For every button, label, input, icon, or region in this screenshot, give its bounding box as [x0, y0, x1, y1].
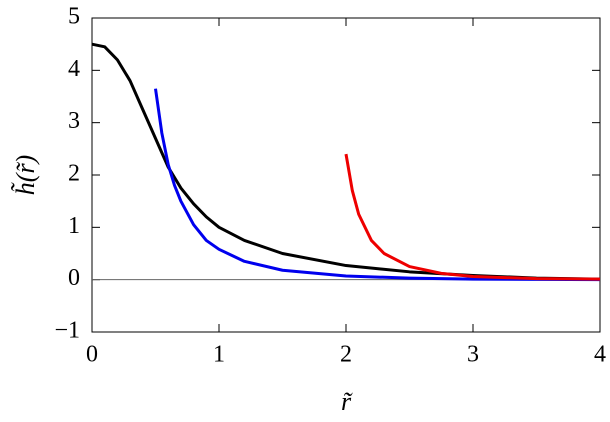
x-tick-label: 4: [594, 342, 606, 368]
plot-frame: [91, 17, 601, 333]
x-tick-label: 3: [467, 342, 479, 368]
y-tick-label: 2: [68, 161, 80, 187]
x-tick-label: 0: [86, 342, 98, 368]
series-line: [154, 88, 601, 282]
y-tick-label: 5: [68, 4, 80, 30]
x-axis-title: r̃: [341, 387, 353, 416]
y-tick-label: −1: [54, 318, 80, 344]
series-line: [344, 153, 601, 281]
y-tick-label: 3: [68, 108, 80, 134]
x-tick-label: 2: [340, 342, 352, 368]
y-tick-label: 4: [68, 56, 80, 82]
x-tick-label: 1: [213, 342, 225, 368]
y-tick-label: 1: [68, 213, 80, 239]
series-line: [91, 42, 601, 281]
y-axis-title: h̃(r̃): [11, 155, 40, 195]
y-tick-label: 0: [68, 265, 80, 291]
